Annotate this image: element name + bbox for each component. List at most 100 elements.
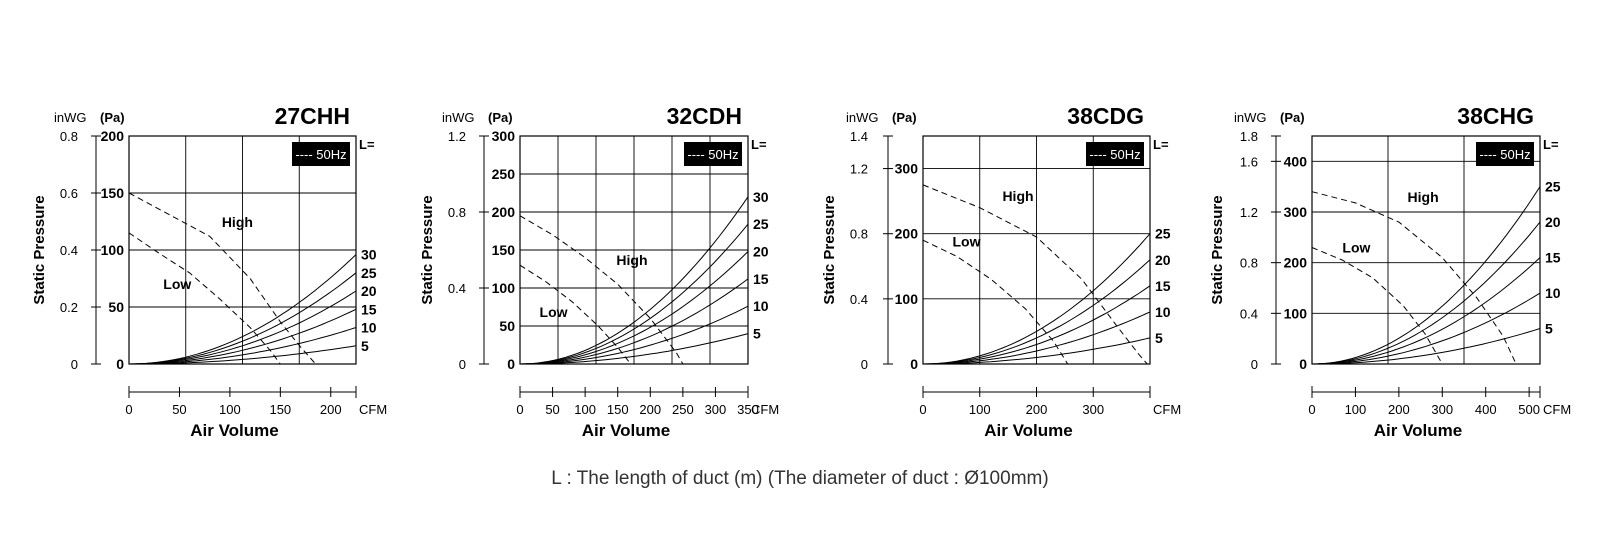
duct-curve-label: 30 xyxy=(361,247,377,263)
duct-curve-label: 20 xyxy=(753,244,769,260)
x-unit-label: CFM xyxy=(359,402,387,417)
duct-curve-10 xyxy=(923,311,1151,365)
pa-unit-label: (Pa) xyxy=(488,110,513,125)
x-tick-label: 0 xyxy=(1308,402,1315,417)
pa-tick-label: 0 xyxy=(1299,356,1307,372)
fan-curve-low xyxy=(128,232,281,365)
duct-curve-5 xyxy=(1312,328,1541,365)
duct-curve-label: 10 xyxy=(753,298,769,314)
fan-curve-label: Low xyxy=(953,234,981,250)
x-tick-label: 300 xyxy=(1082,402,1104,417)
inwg-tick-label: 0.4 xyxy=(60,243,78,258)
pa-tick-label: 0 xyxy=(910,356,918,372)
inwg-tick-label: 1.2 xyxy=(1240,205,1258,220)
duct-curve-20 xyxy=(519,251,749,365)
fan-curve-high xyxy=(922,184,1148,365)
pa-tick-label: 200 xyxy=(492,204,516,220)
duct-curve-label: 5 xyxy=(753,326,761,342)
duct-curve-label: 30 xyxy=(753,189,769,205)
pa-tick-label: 50 xyxy=(108,299,124,315)
inwg-tick-label: 0 xyxy=(459,357,466,372)
inwg-tick-label: 0.8 xyxy=(1240,256,1258,271)
duct-curve-label: 25 xyxy=(1155,226,1171,242)
inwg-tick-label: 0.8 xyxy=(850,227,868,242)
frequency-badge-text: ---- 50Hz xyxy=(1479,147,1530,162)
x-unit-label: CFM xyxy=(1543,402,1571,417)
fan-curve-high xyxy=(1311,191,1517,365)
duct-curve-5 xyxy=(520,333,749,365)
duct-curve-label: 5 xyxy=(361,338,369,354)
pa-tick-label: 0 xyxy=(507,356,515,372)
duct-curve-label: 20 xyxy=(1545,214,1561,230)
pa-tick-label: 0 xyxy=(116,356,124,372)
duct-curve-label: 25 xyxy=(753,216,769,232)
frequency-badge-text: ---- 50Hz xyxy=(687,147,738,162)
pa-tick-label: 100 xyxy=(895,291,919,307)
fan-curve-low xyxy=(1311,247,1443,365)
duct-curve-label: 15 xyxy=(361,301,377,317)
x-tick-label: 200 xyxy=(320,402,342,417)
x-axis-label: Air Volume xyxy=(1374,421,1462,440)
pa-tick-label: 100 xyxy=(101,242,125,258)
inwg-tick-label: 1.2 xyxy=(850,162,868,177)
fan-curve-label: High xyxy=(616,252,647,268)
duct-curve-label: 10 xyxy=(1155,304,1171,320)
duct-curve-25 xyxy=(519,223,749,365)
fan-curve-label: Low xyxy=(540,304,568,320)
fan-curve-high xyxy=(519,215,684,365)
frequency-badge xyxy=(1086,142,1144,166)
pa-tick-label: 200 xyxy=(101,128,125,144)
chart-title: 38CDG xyxy=(1067,103,1144,129)
pa-tick-label: 200 xyxy=(1284,255,1308,271)
x-tick-label: 250 xyxy=(672,402,694,417)
x-tick-label: 50 xyxy=(545,402,559,417)
duct-curve-label: 20 xyxy=(1155,252,1171,268)
fan-curve-label: High xyxy=(1408,189,1439,205)
inwg-tick-label: 0 xyxy=(1251,357,1258,372)
inwg-unit-label: inWG xyxy=(54,110,87,125)
duct-curve-10 xyxy=(1312,292,1541,365)
pa-tick-label: 300 xyxy=(492,128,516,144)
fan-curve-label: Low xyxy=(163,276,191,292)
plot-frame xyxy=(922,135,1151,365)
inwg-tick-label: 1.6 xyxy=(1240,154,1258,169)
duct-curve-15 xyxy=(923,285,1151,365)
duct-curve-30 xyxy=(128,254,357,365)
duct-curve-15 xyxy=(1311,257,1541,365)
duct-curve-15 xyxy=(129,308,357,365)
duct-curve-30 xyxy=(519,196,749,365)
x-tick-label: 200 xyxy=(639,402,661,417)
duct-curve-label: 25 xyxy=(361,265,377,281)
x-tick-label: 200 xyxy=(1388,402,1410,417)
duct-curve-25 xyxy=(128,272,357,365)
x-tick-label: 150 xyxy=(269,402,291,417)
y-axis-label: Static Pressure xyxy=(1209,195,1226,304)
x-tick-label: 0 xyxy=(919,402,926,417)
pa-tick-label: 250 xyxy=(492,166,516,182)
duct-length-label: L= xyxy=(751,137,767,152)
x-tick-label: 100 xyxy=(1345,402,1367,417)
frequency-badge xyxy=(1476,142,1534,166)
plot-frame xyxy=(519,135,749,365)
pa-unit-label: (Pa) xyxy=(892,110,917,125)
frequency-badge xyxy=(292,142,350,166)
chart-title: 38CHG xyxy=(1457,103,1534,129)
duct-length-footnote: L : The length of duct (m) (The diameter… xyxy=(551,468,1049,489)
duct-curve-20 xyxy=(1311,221,1541,365)
x-axis-label: Air Volume xyxy=(190,421,278,440)
x-tick-label: 300 xyxy=(1431,402,1453,417)
duct-curve-label: 15 xyxy=(1545,250,1561,266)
duct-length-label: L= xyxy=(359,137,375,152)
duct-curve-10 xyxy=(520,305,749,365)
x-tick-label: 150 xyxy=(607,402,629,417)
duct-curve-5 xyxy=(129,345,357,365)
duct-curve-label: 15 xyxy=(1155,278,1171,294)
inwg-tick-label: 0 xyxy=(71,357,78,372)
inwg-unit-label: inWG xyxy=(846,110,879,125)
duct-curve-label: 20 xyxy=(361,283,377,299)
y-axis-label: Static Pressure xyxy=(31,195,48,304)
frequency-badge-text: ---- 50Hz xyxy=(295,147,346,162)
x-tick-label: 100 xyxy=(969,402,991,417)
